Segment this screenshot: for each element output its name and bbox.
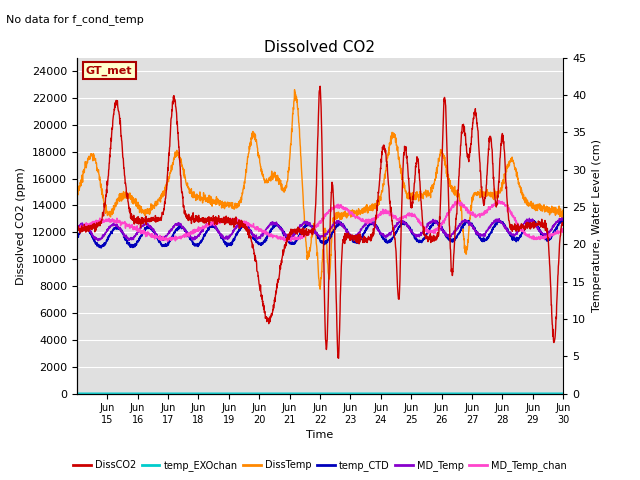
- Y-axis label: Temperature, Water Level (cm): Temperature, Water Level (cm): [592, 139, 602, 312]
- Legend: DissCO2, temp_EXOchan, DissTemp, temp_CTD, MD_Temp, MD_Temp_chan: DissCO2, temp_EXOchan, DissTemp, temp_CT…: [70, 456, 570, 475]
- Text: GT_met: GT_met: [86, 66, 132, 76]
- X-axis label: Time: Time: [307, 431, 333, 441]
- Title: Dissolved CO2: Dissolved CO2: [264, 40, 376, 55]
- Y-axis label: Dissolved CO2 (ppm): Dissolved CO2 (ppm): [16, 167, 26, 285]
- Text: No data for f_cond_temp: No data for f_cond_temp: [6, 14, 144, 25]
